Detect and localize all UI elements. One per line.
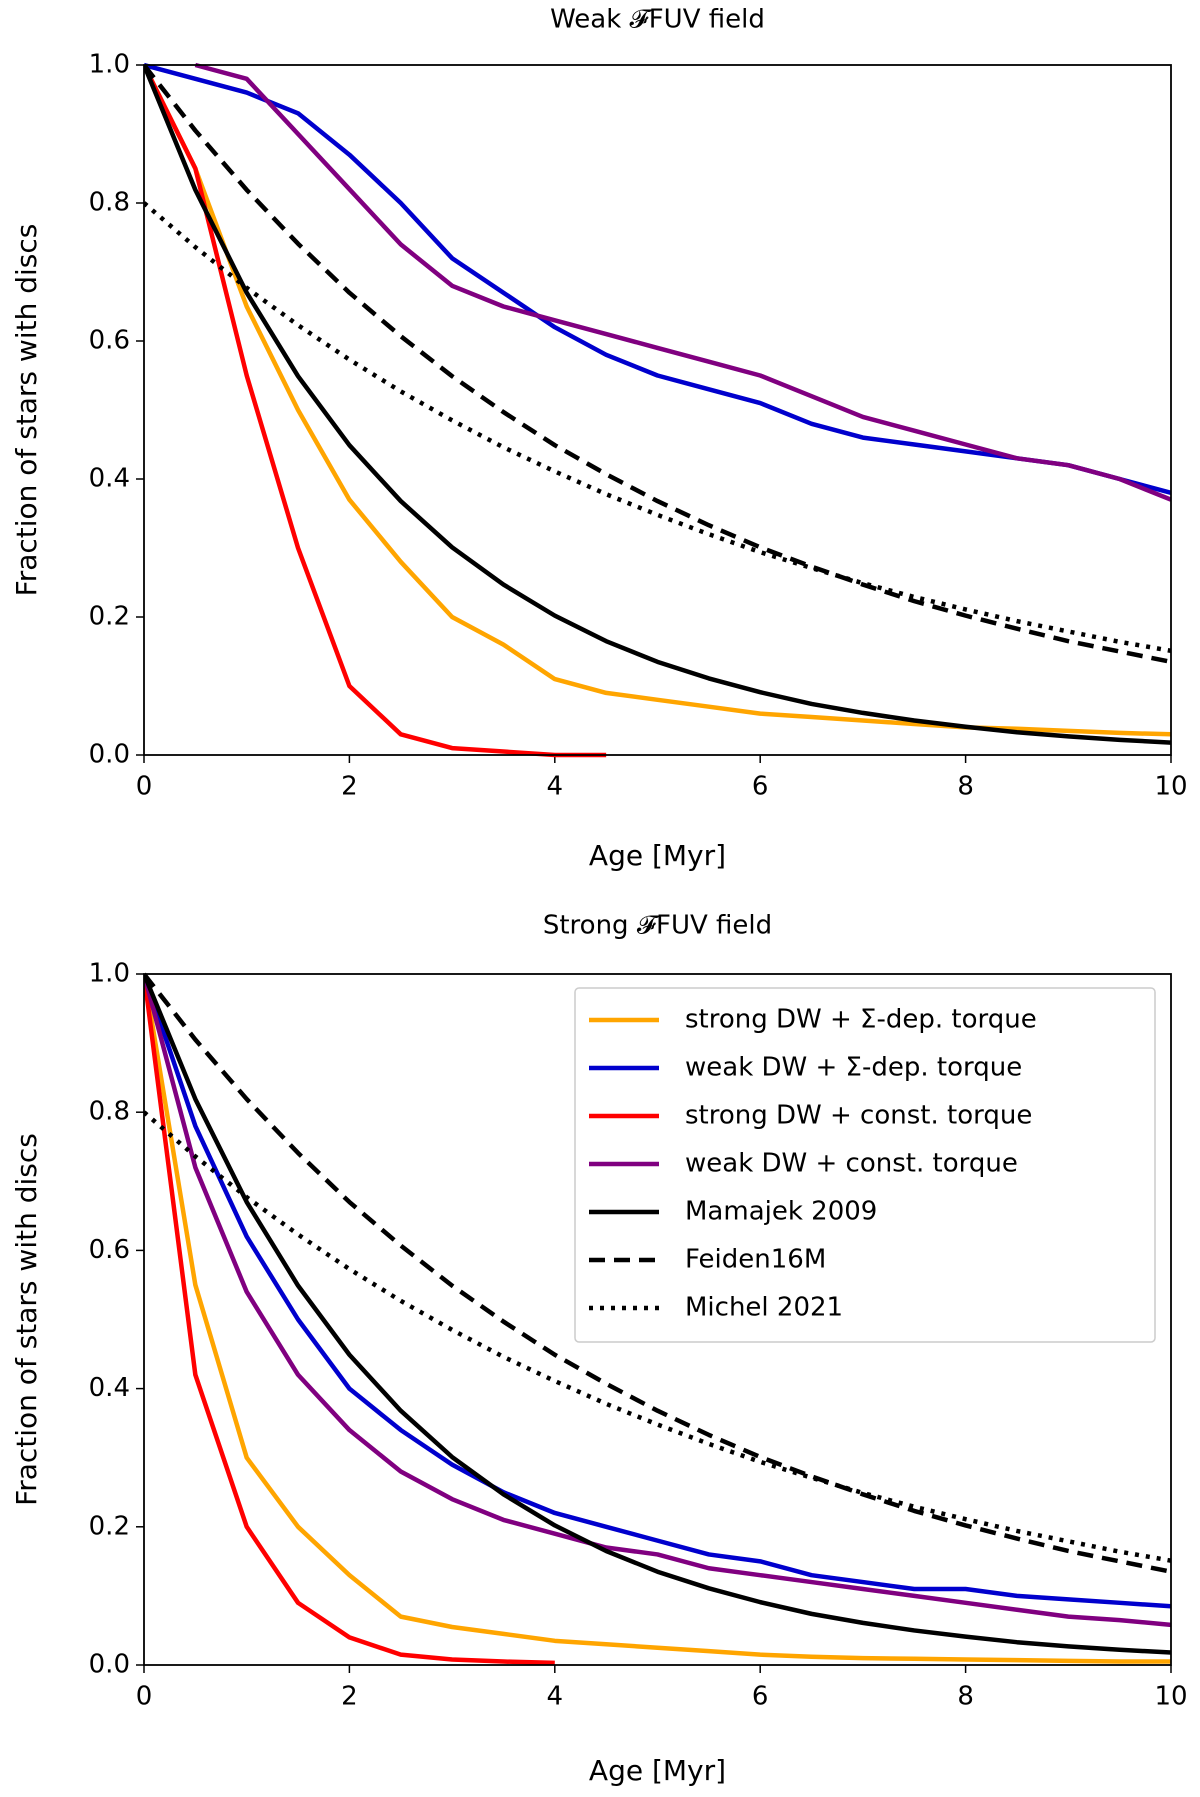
series-line — [144, 64, 1171, 737]
x-tick-label: 4 — [547, 1682, 564, 1712]
legend-label: Mamajek 2009 — [685, 1197, 877, 1227]
y-tick-label: 0.6 — [89, 326, 130, 356]
x-tick-label: 0 — [136, 772, 153, 802]
y-tick-label: 0.6 — [89, 1235, 130, 1265]
x-tick-label: 8 — [957, 772, 974, 802]
x-tick-label: 2 — [341, 1682, 358, 1712]
legend-label: Feiden16M — [685, 1245, 826, 1275]
y-tick-label: 0.4 — [89, 1373, 130, 1403]
chart-title: Weak 𝓕FUV field — [550, 5, 765, 35]
x-axis-label: Age [Myr] — [589, 1754, 726, 1787]
y-axis-label: Fraction of stars with discs — [10, 224, 43, 597]
chart-title: Strong 𝓕FUV field — [543, 911, 772, 941]
legend-label: weak DW + const. torque — [685, 1149, 1018, 1179]
series-line — [144, 201, 1171, 654]
y-tick-label: 0.4 — [89, 464, 130, 494]
y-tick-label: 0.8 — [89, 188, 130, 218]
x-tick-label: 0 — [136, 1682, 153, 1712]
x-axis-label: Age [Myr] — [589, 839, 726, 872]
series-line — [144, 972, 1171, 1574]
y-tick-label: 1.0 — [89, 50, 130, 80]
y-tick-label: 1.0 — [89, 959, 130, 989]
legend-label: Michel 2021 — [685, 1293, 843, 1323]
series-line — [144, 63, 1171, 665]
y-tick-label: 0.2 — [89, 1511, 130, 1541]
legend-label: strong DW + Σ-dep. torque — [685, 1005, 1037, 1035]
legend-label: weak DW + Σ-dep. torque — [685, 1053, 1022, 1083]
y-tick-label: 0.8 — [89, 1097, 130, 1127]
y-tick-label: 0.0 — [89, 740, 130, 770]
legend-label: strong DW + const. torque — [685, 1101, 1032, 1131]
series-line — [144, 64, 1171, 745]
x-tick-label: 8 — [957, 1682, 974, 1712]
series-line — [144, 973, 1171, 1628]
series-line — [144, 973, 1171, 1609]
x-tick-label: 10 — [1154, 1682, 1187, 1712]
series-line — [144, 973, 1171, 1664]
series-line — [194, 62, 1171, 502]
series-line — [144, 62, 1171, 495]
series-line — [144, 64, 607, 758]
series-line — [144, 973, 555, 1666]
plot-frame — [143, 973, 1172, 1666]
x-tick-label: 2 — [341, 772, 358, 802]
y-tick-label: 0.2 — [89, 602, 130, 632]
y-axis-label: Fraction of stars with discs — [10, 1133, 43, 1506]
legend-box — [574, 987, 1156, 1343]
x-tick-label: 6 — [752, 772, 769, 802]
series-line — [144, 973, 1171, 1655]
y-tick-label: 0.0 — [89, 1650, 130, 1680]
plot-frame — [143, 64, 1172, 756]
x-tick-label: 6 — [752, 1682, 769, 1712]
x-tick-label: 4 — [547, 772, 564, 802]
x-tick-label: 10 — [1154, 772, 1187, 802]
